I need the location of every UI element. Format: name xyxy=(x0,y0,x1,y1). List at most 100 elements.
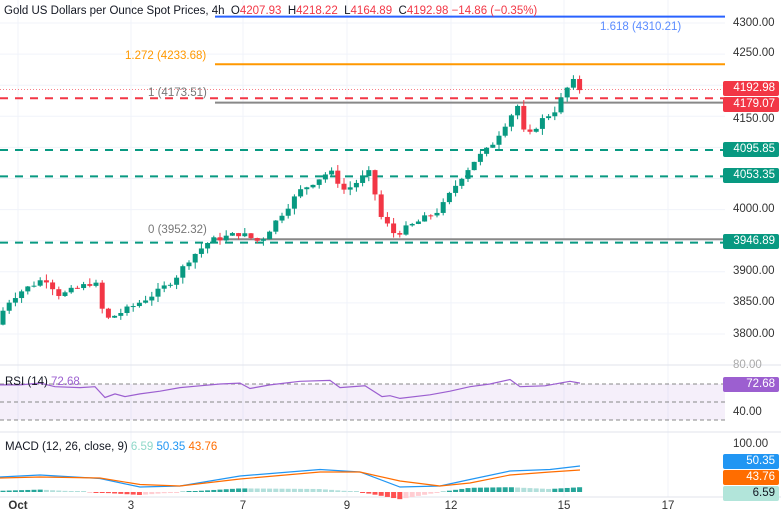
candle xyxy=(428,215,434,217)
candle xyxy=(180,266,186,278)
macd-histogram-bar xyxy=(422,492,428,495)
macd-histogram-bar xyxy=(304,488,310,492)
candle xyxy=(167,284,173,286)
current-price-label: 4192.98 xyxy=(723,81,779,96)
candle xyxy=(105,308,111,318)
macd-histogram-bar xyxy=(515,487,521,492)
macd-histogram-bar xyxy=(477,487,483,492)
candle xyxy=(285,208,291,216)
rsi-line xyxy=(0,378,581,400)
macd-histogram-bar xyxy=(143,492,149,495)
candle xyxy=(471,161,477,171)
macd-histogram-bar xyxy=(87,492,93,493)
fib-1-label: 1 (4173.51) xyxy=(148,87,207,99)
candle xyxy=(539,118,545,129)
macd-histogram-bar xyxy=(25,489,31,492)
macd-histogram-bar xyxy=(112,492,118,494)
candle xyxy=(6,302,12,311)
macd-histogram-bar xyxy=(99,492,105,493)
macd-histogram-bar xyxy=(329,489,335,492)
macd-histogram-bar xyxy=(167,492,173,493)
macd-histogram-bar xyxy=(223,489,229,492)
candle xyxy=(236,233,242,237)
macd-histogram-bar xyxy=(211,489,217,492)
candle xyxy=(366,170,372,177)
candle xyxy=(118,312,124,316)
macd-histogram-bar xyxy=(0,490,6,492)
macd-histogram-bar xyxy=(285,488,291,492)
macd-histogram-bar xyxy=(453,489,459,492)
candle xyxy=(459,178,465,186)
macd-histogram-bar xyxy=(428,492,434,494)
candle xyxy=(298,189,304,197)
macd-histogram-bar xyxy=(397,492,403,500)
macd-histogram-bar xyxy=(391,492,397,499)
macd-histogram-bar xyxy=(198,490,204,492)
time-tick: 9 xyxy=(343,500,351,512)
macd-histogram-bar xyxy=(490,487,496,492)
macd-histogram-bar xyxy=(546,488,552,492)
candle xyxy=(62,292,68,296)
macd-histogram-bar xyxy=(31,489,37,492)
candle xyxy=(31,285,37,287)
rsi-tick: 40.00 xyxy=(733,406,762,418)
candle xyxy=(99,282,105,309)
macd-histogram-bar xyxy=(254,488,260,492)
macd-histogram-bar xyxy=(378,492,384,496)
macd-line xyxy=(0,465,581,488)
price-tick: 4250.00 xyxy=(733,47,775,59)
candle xyxy=(74,287,80,289)
price-tick: 4300.00 xyxy=(733,17,775,29)
macd-histogram-bar xyxy=(124,492,130,495)
candle xyxy=(577,78,583,91)
candle xyxy=(279,215,285,221)
candle xyxy=(19,291,25,299)
macd-histogram-bar xyxy=(236,488,242,492)
candle xyxy=(217,237,223,241)
macd-histogram-bar xyxy=(496,487,502,492)
candle xyxy=(353,182,359,188)
candle xyxy=(378,194,384,217)
candle xyxy=(397,233,403,235)
macd-histogram-bar xyxy=(174,492,180,493)
macd-histogram-bar xyxy=(50,490,56,492)
macd-histogram-bar xyxy=(577,487,583,492)
macd-histogram-bar xyxy=(347,491,353,492)
macd-histogram-bar xyxy=(310,488,316,492)
candle xyxy=(508,115,514,127)
candle xyxy=(136,302,142,307)
macd-histogram-bar xyxy=(180,491,186,492)
macd-tick: 100.00 xyxy=(733,438,769,450)
macd-histogram-bar xyxy=(465,488,471,492)
rsi-tick: 80.00 xyxy=(733,359,762,371)
candle xyxy=(50,282,56,290)
candle xyxy=(192,253,198,263)
price-tick: 3850.00 xyxy=(733,296,775,308)
candle xyxy=(155,288,161,297)
candle xyxy=(43,280,49,283)
candle xyxy=(229,233,235,236)
candle xyxy=(56,289,62,296)
candle xyxy=(558,97,564,113)
macd-histogram-bar xyxy=(316,488,322,492)
macd-histogram-bar xyxy=(341,490,347,492)
candle xyxy=(329,170,335,175)
candle xyxy=(81,284,87,289)
candle xyxy=(291,196,297,209)
candle xyxy=(496,135,502,145)
candle xyxy=(112,315,118,318)
candle xyxy=(316,179,322,185)
candle xyxy=(304,187,310,190)
fib-1618-label: 1.618 (4310.21) xyxy=(600,21,682,33)
candle xyxy=(130,306,136,308)
candle xyxy=(415,221,421,224)
candle xyxy=(446,192,452,203)
macd-histogram-bar xyxy=(74,491,80,492)
fib-0-label: 0 (3952.32) xyxy=(148,224,207,236)
macd-histogram-bar xyxy=(471,487,477,492)
macd-histogram-bar xyxy=(384,492,390,497)
macd-histogram-bar xyxy=(118,492,124,494)
macd-histogram-bar xyxy=(440,491,446,492)
macd-histogram-bar xyxy=(527,488,533,492)
